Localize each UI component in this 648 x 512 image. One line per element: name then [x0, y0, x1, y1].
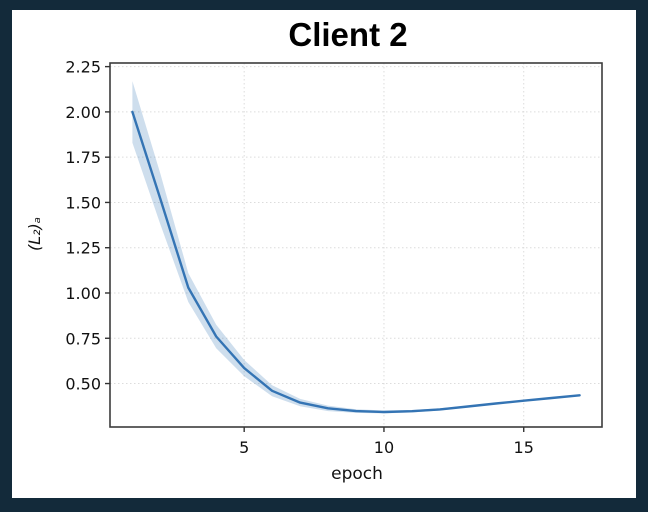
x-axis-label: epoch	[331, 464, 383, 484]
x-tick-label: 10	[374, 438, 394, 457]
y-tick-label: 1.25	[65, 239, 101, 258]
tick-labels: 5 10 15 0.50 0.75 1.00 1.25 1.50 1.75 2.00 2.25	[65, 58, 534, 457]
y-tick-label: 1.00	[65, 284, 101, 303]
plot-area-border	[109, 62, 603, 428]
y-tick-label: 0.75	[65, 329, 101, 348]
y-tick-label: 1.75	[65, 148, 101, 167]
x-tick-label: 5	[239, 438, 249, 457]
chart-title: Client 2	[288, 16, 407, 53]
y-axis-label: (L₂)ₐ	[25, 217, 44, 251]
chart-canvas: 5 10 15 0.50 0.75 1.00 1.25 1.50 1.75 2.00 2.25 Cl…	[25, 16, 603, 484]
y-tick-label: 1.50	[65, 193, 101, 212]
y-tick-label: 0.50	[65, 375, 101, 394]
y-tick-label: 2.00	[65, 103, 101, 122]
x-tick-label: 15	[514, 438, 534, 457]
tick-marks	[105, 65, 525, 432]
gridlines	[110, 63, 602, 427]
loss-curve-line	[131, 110, 581, 414]
y-tick-label: 2.25	[65, 58, 101, 77]
